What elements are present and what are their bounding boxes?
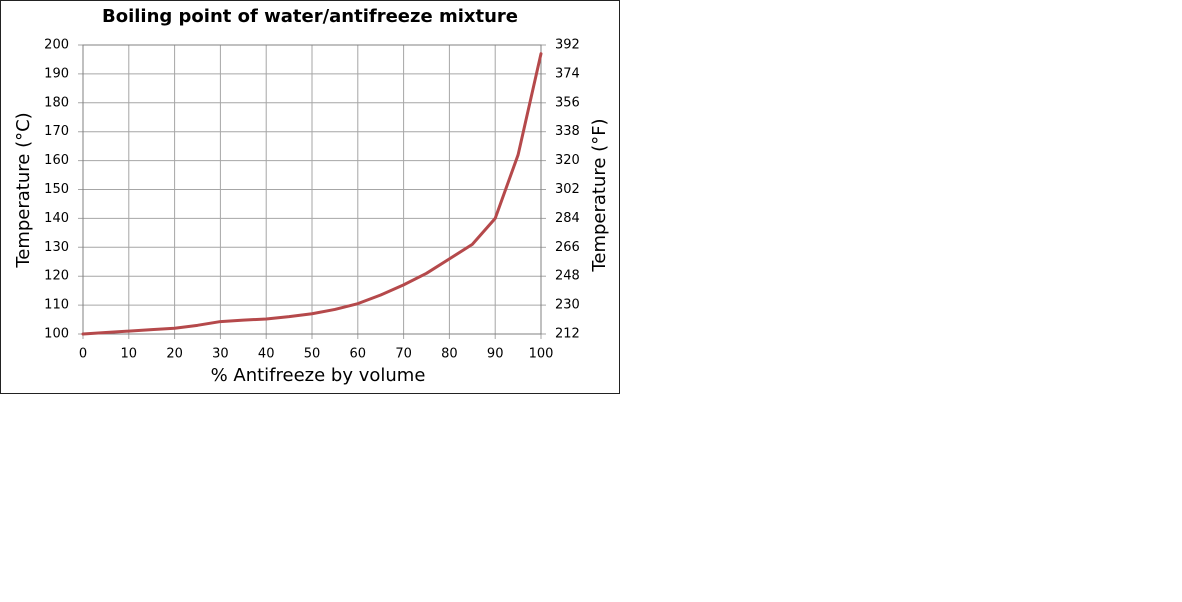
y-tick-label: 100 <box>44 327 69 342</box>
y2-axis-label: Temperature (°F) <box>589 118 610 272</box>
y2-tick-label: 212 <box>555 327 580 342</box>
x-tick-label: 50 <box>304 347 321 362</box>
x-tick-label: 80 <box>441 347 458 362</box>
plot-area <box>82 44 542 335</box>
chart-title: Boiling point of water/antifreeze mixtur… <box>102 6 518 27</box>
y2-tick-label: 320 <box>555 153 580 168</box>
y-tick-label: 170 <box>44 124 69 139</box>
data-line <box>81 52 543 336</box>
x-tick-label: 40 <box>258 347 275 362</box>
y2-tick-label: 374 <box>555 66 580 81</box>
y-tick-label: 120 <box>44 269 69 284</box>
y2-tick-label: 356 <box>555 95 580 110</box>
y-tick-label: 160 <box>44 153 69 168</box>
x-tick-label: 10 <box>121 347 138 362</box>
y-tick-label: 150 <box>44 182 69 197</box>
y2-tick-label: 302 <box>555 182 580 197</box>
x-tick-label: 0 <box>79 347 87 362</box>
y2-tick-label: 284 <box>555 211 580 226</box>
y2-tick-label: 230 <box>555 298 580 313</box>
y-tick-label: 190 <box>44 66 69 81</box>
y-tick-label: 140 <box>44 211 69 226</box>
chart-frame <box>0 0 620 394</box>
y2-tick-label: 338 <box>555 124 580 139</box>
x-tick-label: 20 <box>166 347 183 362</box>
y2-tick-label: 248 <box>555 269 580 284</box>
x-tick-label: 90 <box>487 347 504 362</box>
x-tick-label: 60 <box>350 347 367 362</box>
y2-tick-label: 392 <box>555 38 580 53</box>
x-axis-label: % Antifreeze by volume <box>211 365 426 386</box>
x-tick-label: 70 <box>395 347 412 362</box>
y-tick-label: 130 <box>44 240 69 255</box>
y-tick-label: 110 <box>44 298 69 313</box>
y2-tick-label: 266 <box>555 240 580 255</box>
y-tick-label: 180 <box>44 95 69 110</box>
x-tick-label: 100 <box>529 347 554 362</box>
y-axis-label: Temperature (°C) <box>13 112 34 268</box>
y-tick-label: 200 <box>44 38 69 53</box>
x-tick-label: 30 <box>212 347 229 362</box>
